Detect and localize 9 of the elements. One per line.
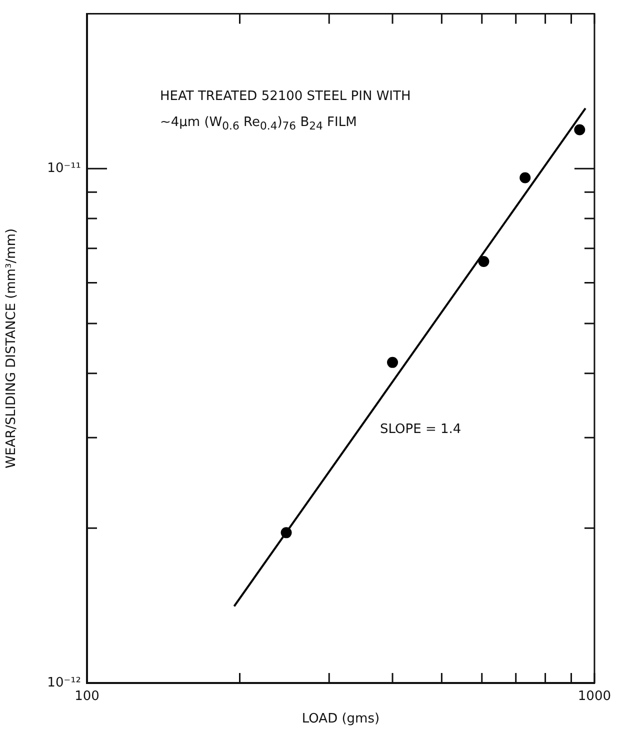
x-axis-title: LOAD (gms): [302, 712, 380, 727]
x-tick-label: 1000: [578, 689, 612, 704]
annotation: SLOPE = 1.4: [380, 422, 462, 437]
text: ~4μm (W$_{0.6}$ Re$_{0.4}$)$_{76}$ B$_{24}$ FILM: [160, 115, 357, 133]
y-tick-label: 10⁻¹²: [47, 675, 81, 690]
y-tick-label: 10⁻¹¹: [47, 161, 81, 176]
annotation: HEAT TREATED 52100 STEEL PIN WITH: [160, 88, 411, 106]
x-tick-label: 100: [74, 689, 100, 704]
y-axis-title: WEAR/SLIDING DISTANCE (mm³/mm): [4, 228, 20, 468]
